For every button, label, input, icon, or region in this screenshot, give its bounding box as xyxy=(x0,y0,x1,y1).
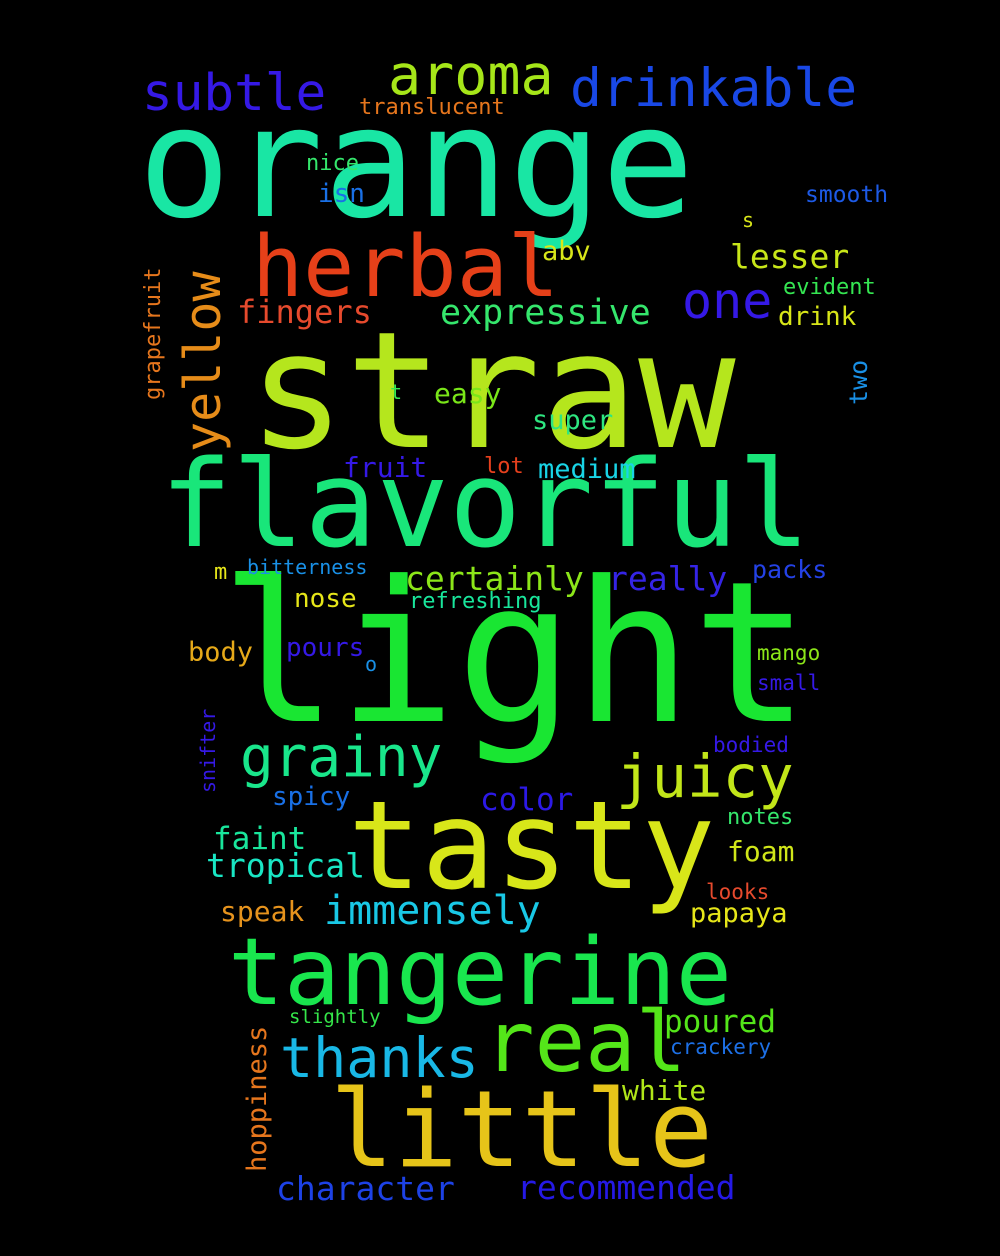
word-isn: isn xyxy=(318,179,365,209)
word-grainy: grainy xyxy=(240,725,443,790)
word-fingers: fingers xyxy=(237,293,372,331)
word-small: small xyxy=(757,671,821,695)
word-flavorful: flavorful xyxy=(160,436,811,575)
word-thanks: thanks xyxy=(280,1026,479,1090)
word-recommended: recommended xyxy=(517,1168,736,1207)
word-really: really xyxy=(608,559,728,598)
word-juicy: juicy xyxy=(616,742,794,811)
word-drink: drink xyxy=(778,302,857,332)
word-orange: orange xyxy=(138,74,695,253)
word-faint: faint xyxy=(213,821,307,857)
word-little: little xyxy=(330,1068,713,1191)
word-yellow: yellow xyxy=(174,271,232,452)
word-nice: nice xyxy=(306,151,359,176)
word-smooth: smooth xyxy=(805,182,889,208)
word-lot: lot xyxy=(484,454,524,479)
word-tangerine: tangerine xyxy=(228,918,732,1026)
word-looks: looks xyxy=(706,880,770,904)
word-certainly: certainly xyxy=(405,559,584,598)
word-papaya: papaya xyxy=(690,898,788,929)
word-refreshing: refreshing xyxy=(409,589,542,614)
word-nose: nose xyxy=(294,584,357,614)
word-abv: abv xyxy=(542,236,591,267)
word-immensely: immensely xyxy=(324,888,541,934)
word-crackery: crackery xyxy=(670,1035,772,1059)
word-light: light xyxy=(220,540,811,768)
word-slightly: slightly xyxy=(289,1006,381,1028)
word-fruit: fruit xyxy=(343,451,428,484)
word-t: t xyxy=(390,380,403,404)
word-evident: evident xyxy=(783,275,876,300)
word-o: o xyxy=(365,652,378,676)
word-body: body xyxy=(188,637,254,668)
word-drinkable: drinkable xyxy=(570,58,858,119)
word-easy: easy xyxy=(434,377,502,410)
word-lesser: lesser xyxy=(730,237,850,276)
word-bitterness: bitterness xyxy=(247,555,368,579)
word-white: white xyxy=(622,1074,707,1107)
word-packs: packs xyxy=(752,555,828,584)
word-foam: foam xyxy=(727,835,795,868)
word-m: m xyxy=(214,560,228,585)
word-super: super xyxy=(532,405,614,436)
word-notes: notes xyxy=(727,805,794,830)
word-translucent: translucent xyxy=(359,95,505,120)
word-two: two xyxy=(844,359,873,405)
word-grapefruit: grapefruit xyxy=(141,267,166,400)
word-tropical: tropical xyxy=(206,846,365,885)
word-bodied: bodied xyxy=(713,733,789,757)
word-speak: speak xyxy=(220,895,305,928)
word-hoppiness: hoppiness xyxy=(242,1025,273,1172)
word-aroma: aroma xyxy=(388,43,554,107)
word-character: character xyxy=(276,1169,455,1208)
word-one: one xyxy=(682,272,773,330)
word-straw: straw xyxy=(248,298,736,486)
word-mango: mango xyxy=(757,641,821,665)
word-tasty: tasty xyxy=(348,775,716,917)
word-subtle: subtle xyxy=(142,64,327,123)
word-poured: poured xyxy=(664,1004,776,1040)
word-expressive: expressive xyxy=(440,293,651,333)
word-pours: pours xyxy=(286,633,365,663)
word-spicy: spicy xyxy=(272,782,351,812)
word-snifter: snifter xyxy=(196,708,220,793)
word-herbal: herbal xyxy=(252,218,560,317)
word-color: color xyxy=(480,782,574,818)
word-medium: medium xyxy=(538,454,636,485)
word-s: s xyxy=(742,208,755,232)
word-real: real xyxy=(484,993,687,1091)
